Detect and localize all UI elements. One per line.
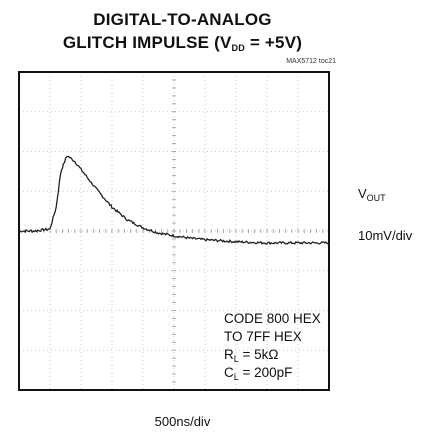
channel-label: VOUT [358, 186, 386, 203]
rl-value: = 5kΩ [238, 347, 279, 362]
cl-sub: L [233, 372, 239, 382]
figure-tag: MAX5712 toc21 [286, 58, 336, 65]
cl-main: C [224, 365, 234, 380]
vertical-scale: 10mV/div [358, 228, 413, 243]
annotation-cl: CL = 200pF [224, 364, 292, 386]
chart-title-line2: GLITCH IMPULSE (VDD = +5V) [0, 33, 365, 58]
channel-label-main: V [358, 186, 367, 201]
annotation-line2: TO 7FF HEX [224, 329, 302, 344]
title-prefix: GLITCH IMPULSE (V [62, 33, 232, 52]
rl-main: R [224, 347, 234, 362]
channel-label-sub: OUT [366, 193, 386, 203]
signal-trace [18, 155, 330, 246]
cl-value: = 200pF [238, 365, 293, 380]
horizontal-scale: 500ns/div [154, 414, 211, 429]
title-subscript: DD [231, 43, 245, 53]
title-suffix: = +5V) [244, 33, 303, 52]
annotation-line1: CODE 800 HEX [224, 311, 321, 326]
chart-title-line1: DIGITAL-TO-ANALOG [93, 10, 272, 29]
rl-sub: L [233, 354, 239, 364]
oscilloscope-plot [18, 71, 330, 391]
annotation-rl: RL = 5kΩ [224, 346, 279, 368]
